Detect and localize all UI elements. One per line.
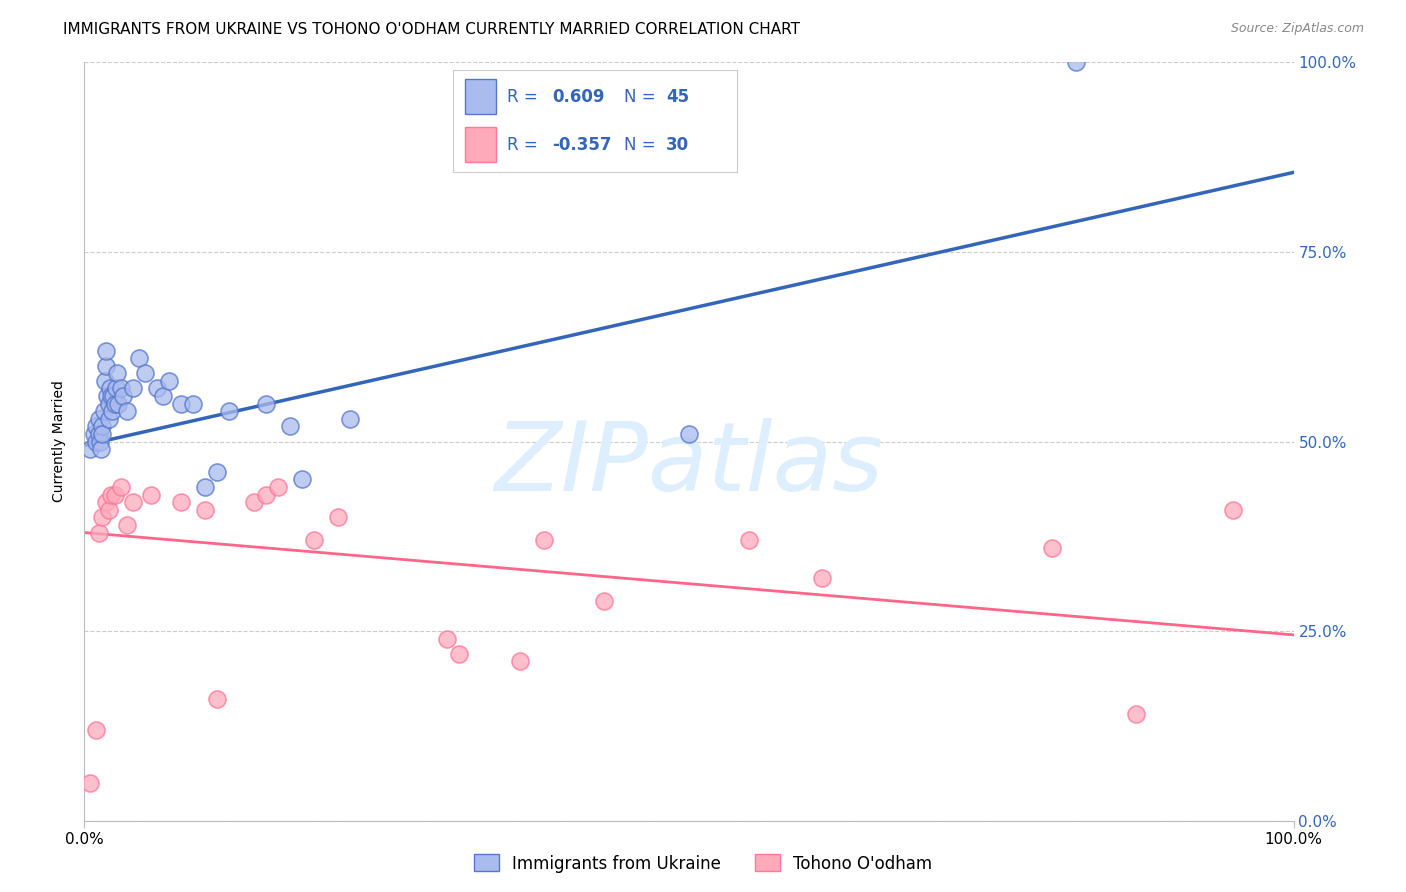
Point bbox=[110, 480, 132, 494]
Point bbox=[194, 480, 217, 494]
Point bbox=[90, 442, 112, 457]
Point bbox=[104, 487, 127, 501]
Point bbox=[97, 396, 120, 410]
Point bbox=[89, 434, 111, 449]
Point bbox=[104, 396, 127, 410]
Point bbox=[115, 517, 138, 532]
Point bbox=[97, 412, 120, 426]
Point bbox=[128, 351, 150, 366]
Point bbox=[83, 427, 105, 442]
Point bbox=[79, 442, 101, 457]
Point bbox=[139, 487, 162, 501]
Point bbox=[170, 396, 193, 410]
Point bbox=[678, 427, 700, 442]
Point bbox=[194, 503, 217, 517]
Point bbox=[146, 382, 169, 396]
Point bbox=[811, 571, 834, 585]
Point bbox=[170, 495, 193, 509]
Point bbox=[121, 495, 143, 509]
Point bbox=[278, 419, 301, 434]
Point bbox=[96, 389, 118, 403]
Point bbox=[509, 655, 531, 669]
Point bbox=[86, 419, 108, 434]
Point bbox=[207, 465, 229, 479]
Point bbox=[86, 723, 108, 737]
Point bbox=[121, 382, 143, 396]
Point bbox=[134, 366, 156, 380]
Point bbox=[87, 412, 110, 426]
Point bbox=[218, 404, 240, 418]
Point bbox=[593, 594, 616, 608]
Point bbox=[93, 404, 115, 418]
Point bbox=[112, 389, 135, 403]
Point bbox=[181, 396, 204, 410]
Point bbox=[104, 382, 127, 396]
Point bbox=[328, 510, 350, 524]
Point bbox=[339, 412, 361, 426]
Point bbox=[1040, 541, 1063, 555]
Point bbox=[738, 533, 761, 548]
Point bbox=[267, 480, 290, 494]
Point bbox=[157, 374, 180, 388]
Point bbox=[91, 419, 114, 434]
Point bbox=[1125, 707, 1147, 722]
Point bbox=[79, 776, 101, 790]
Point bbox=[94, 374, 117, 388]
Point bbox=[302, 533, 325, 548]
Point bbox=[87, 427, 110, 442]
Point bbox=[105, 366, 128, 380]
Point bbox=[100, 389, 122, 403]
Legend: Immigrants from Ukraine, Tohono O'odham: Immigrants from Ukraine, Tohono O'odham bbox=[467, 847, 939, 880]
Point bbox=[103, 389, 125, 403]
Point bbox=[115, 404, 138, 418]
Point bbox=[1064, 55, 1087, 70]
Point bbox=[107, 396, 129, 410]
Point bbox=[98, 382, 121, 396]
Point bbox=[110, 382, 132, 396]
Y-axis label: Currently Married: Currently Married bbox=[52, 381, 66, 502]
Point bbox=[94, 495, 117, 509]
Point bbox=[100, 487, 122, 501]
Text: ZIPatlas: ZIPatlas bbox=[495, 417, 883, 511]
Point bbox=[94, 343, 117, 358]
Point bbox=[97, 503, 120, 517]
Point bbox=[94, 359, 117, 373]
Point bbox=[1222, 503, 1244, 517]
Point bbox=[436, 632, 458, 646]
Point bbox=[449, 647, 471, 661]
Point bbox=[207, 692, 229, 706]
Point bbox=[86, 434, 108, 449]
Point bbox=[254, 487, 277, 501]
Point bbox=[254, 396, 277, 410]
Point bbox=[242, 495, 264, 509]
Point bbox=[533, 533, 555, 548]
Point bbox=[152, 389, 174, 403]
Text: IMMIGRANTS FROM UKRAINE VS TOHONO O'ODHAM CURRENTLY MARRIED CORRELATION CHART: IMMIGRANTS FROM UKRAINE VS TOHONO O'ODHA… bbox=[63, 22, 800, 37]
Text: Source: ZipAtlas.com: Source: ZipAtlas.com bbox=[1230, 22, 1364, 36]
Point bbox=[101, 404, 124, 418]
Point bbox=[91, 510, 114, 524]
Point bbox=[91, 427, 114, 442]
Point bbox=[291, 473, 314, 487]
Point bbox=[87, 525, 110, 540]
